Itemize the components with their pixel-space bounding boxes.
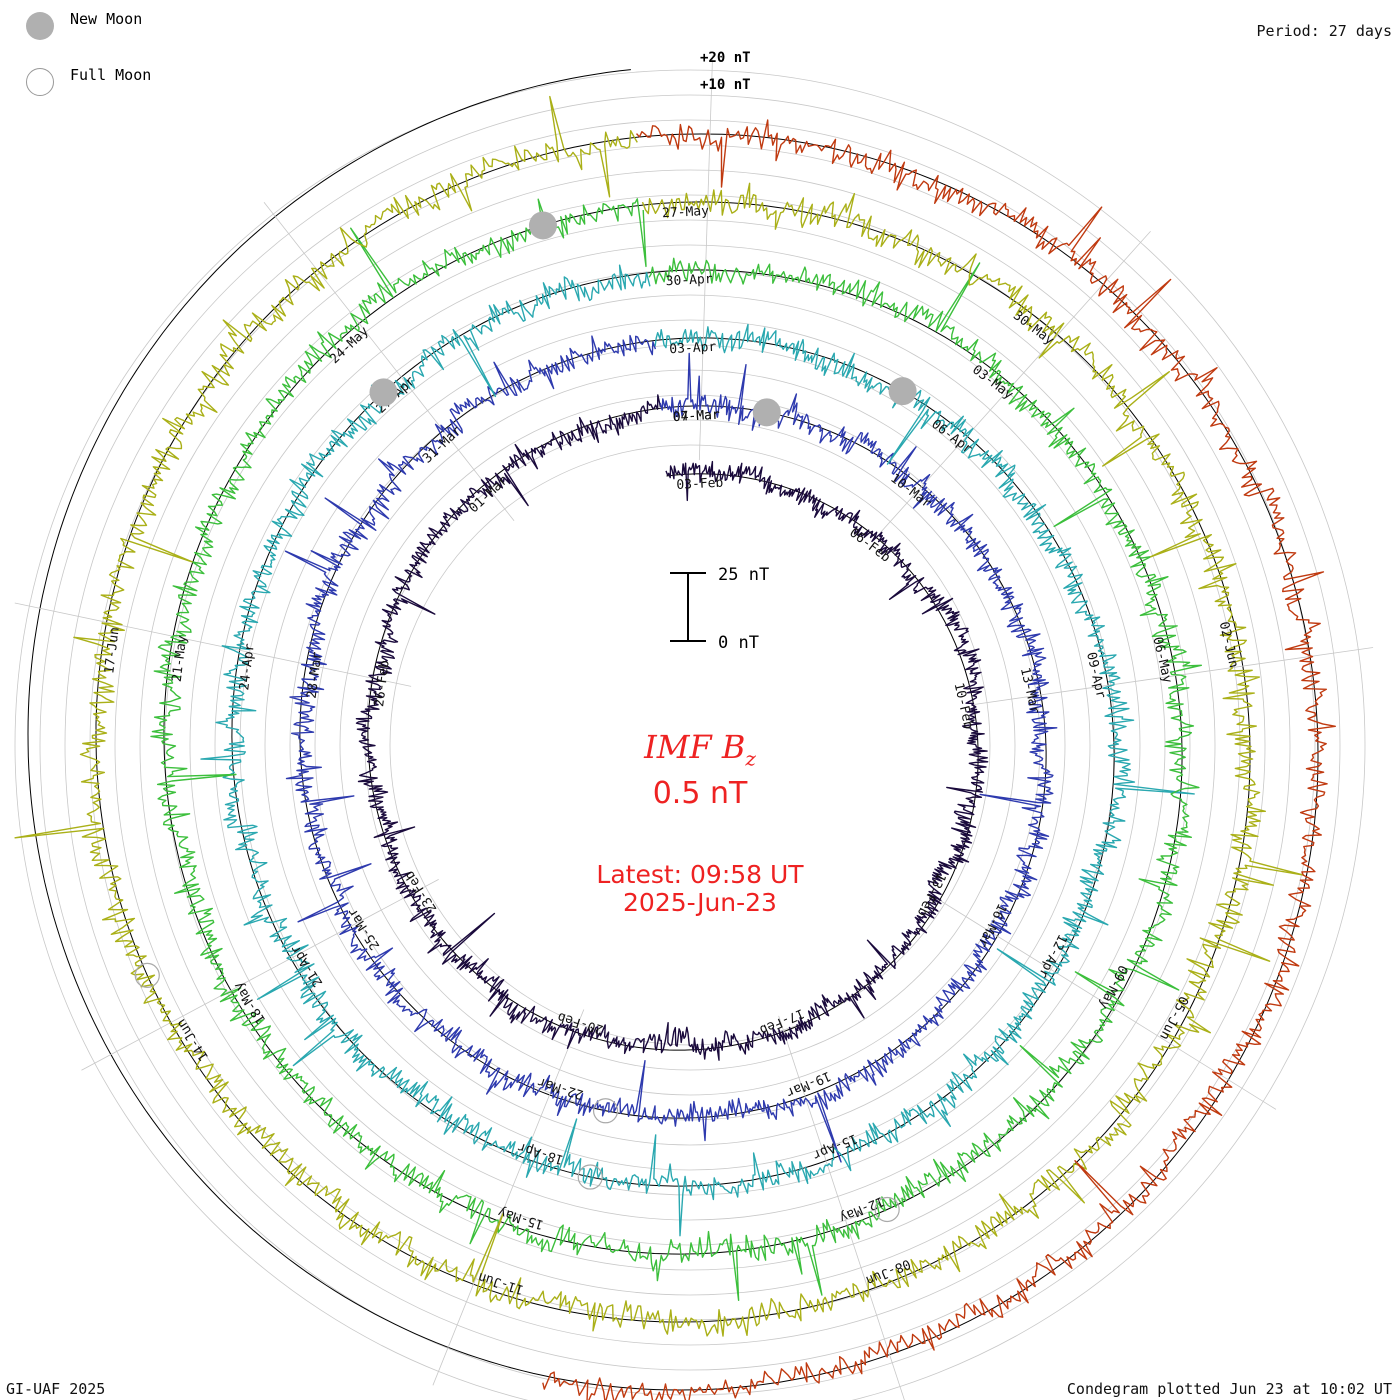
new-moon-icon bbox=[26, 12, 54, 40]
date-label: 13-Mar bbox=[1017, 666, 1042, 715]
series-trace-2 bbox=[284, 334, 1058, 1163]
date-label: 04-Mar bbox=[672, 408, 720, 425]
outer-scale-label-20: +20 nT bbox=[700, 50, 751, 66]
footer-credit: GI-UAF 2025 bbox=[6, 1380, 106, 1398]
day-spoke bbox=[263, 201, 515, 522]
series-trace-6 bbox=[542, 119, 1336, 1400]
date-label: 27-May bbox=[662, 204, 710, 221]
parameter-subscript: z bbox=[745, 746, 756, 771]
scale-bar: 25 nT 0 nT bbox=[670, 565, 769, 653]
full-moon-marker bbox=[577, 1164, 603, 1190]
full-moon-marker bbox=[134, 962, 160, 988]
latest-time: Latest: 09:58 UT bbox=[596, 860, 804, 889]
grid-circle bbox=[64, 119, 1316, 1371]
date-label: 22-Mar bbox=[536, 1074, 585, 1102]
new-moon-marker bbox=[528, 211, 557, 240]
date-label: 26-Feb bbox=[372, 659, 393, 708]
legend-full-moon-label: Full Moon bbox=[70, 66, 152, 84]
day-spoke bbox=[432, 1009, 585, 1386]
day-spoke bbox=[14, 602, 412, 687]
date-label: 15-May bbox=[496, 1204, 545, 1232]
date-label: 20-Feb bbox=[556, 1009, 605, 1037]
new-moon-marker bbox=[888, 377, 917, 406]
grid-circle bbox=[289, 344, 1091, 1146]
date-label: 03-Apr bbox=[669, 340, 717, 357]
legend-full-moon: Full Moon bbox=[26, 66, 152, 96]
legend-new-moon-label: New Moon bbox=[70, 10, 143, 28]
date-label: 11-Jun bbox=[476, 1269, 525, 1297]
date-label: 24-Apr bbox=[237, 643, 258, 692]
series-trace-4 bbox=[150, 198, 1202, 1301]
current-value: 0.5 nT bbox=[652, 776, 748, 811]
grid-circle bbox=[364, 419, 1016, 1071]
date-label: 30-Apr bbox=[665, 272, 713, 289]
day-spoke bbox=[698, 55, 713, 461]
parameter-title: IMF Bz bbox=[0, 728, 1400, 770]
moon-marker-layer bbox=[134, 211, 917, 1223]
series-trace-3 bbox=[200, 264, 1195, 1237]
date-label: 03-Feb bbox=[676, 476, 724, 493]
grid-circle bbox=[189, 244, 1191, 1246]
latest-date: 2025-Jun-23 bbox=[623, 888, 777, 917]
date-label: 21-May bbox=[170, 634, 191, 683]
parameter-name: IMF B bbox=[644, 728, 746, 766]
grid-circle bbox=[164, 219, 1216, 1271]
scale-bar-top-label: 25 nT bbox=[718, 565, 769, 585]
outer-scale-label-10: +10 nT bbox=[700, 77, 751, 93]
date-label: 28-Mar bbox=[305, 651, 326, 700]
date-label: 07-Mar bbox=[672, 408, 720, 425]
new-moon-marker bbox=[369, 378, 398, 407]
full-moon-marker bbox=[592, 1098, 619, 1124]
legend-new-moon: New Moon bbox=[26, 10, 143, 40]
full-moon-icon bbox=[26, 68, 54, 96]
series-layer bbox=[14, 95, 1336, 1400]
scale-bar-bottom-label: 0 nT bbox=[718, 633, 759, 653]
full-moon-marker bbox=[874, 1196, 900, 1223]
grid-circle bbox=[14, 69, 1366, 1400]
date-label: 17-Jun bbox=[102, 626, 123, 674]
date-label: 14-Jun bbox=[174, 1016, 212, 1064]
new-moon-marker bbox=[752, 398, 781, 427]
series-trace-1 bbox=[355, 394, 989, 1061]
series-trace-5 bbox=[14, 95, 1305, 1337]
period-label: Period: 27 days bbox=[1256, 22, 1392, 40]
day-spoke bbox=[81, 878, 439, 1071]
zero-spiral bbox=[27, 69, 1319, 1391]
day-spoke bbox=[778, 1015, 905, 1400]
footer-plot-time: Condegram plotted Jun 23 at 10:02 UT bbox=[1066, 1380, 1392, 1398]
